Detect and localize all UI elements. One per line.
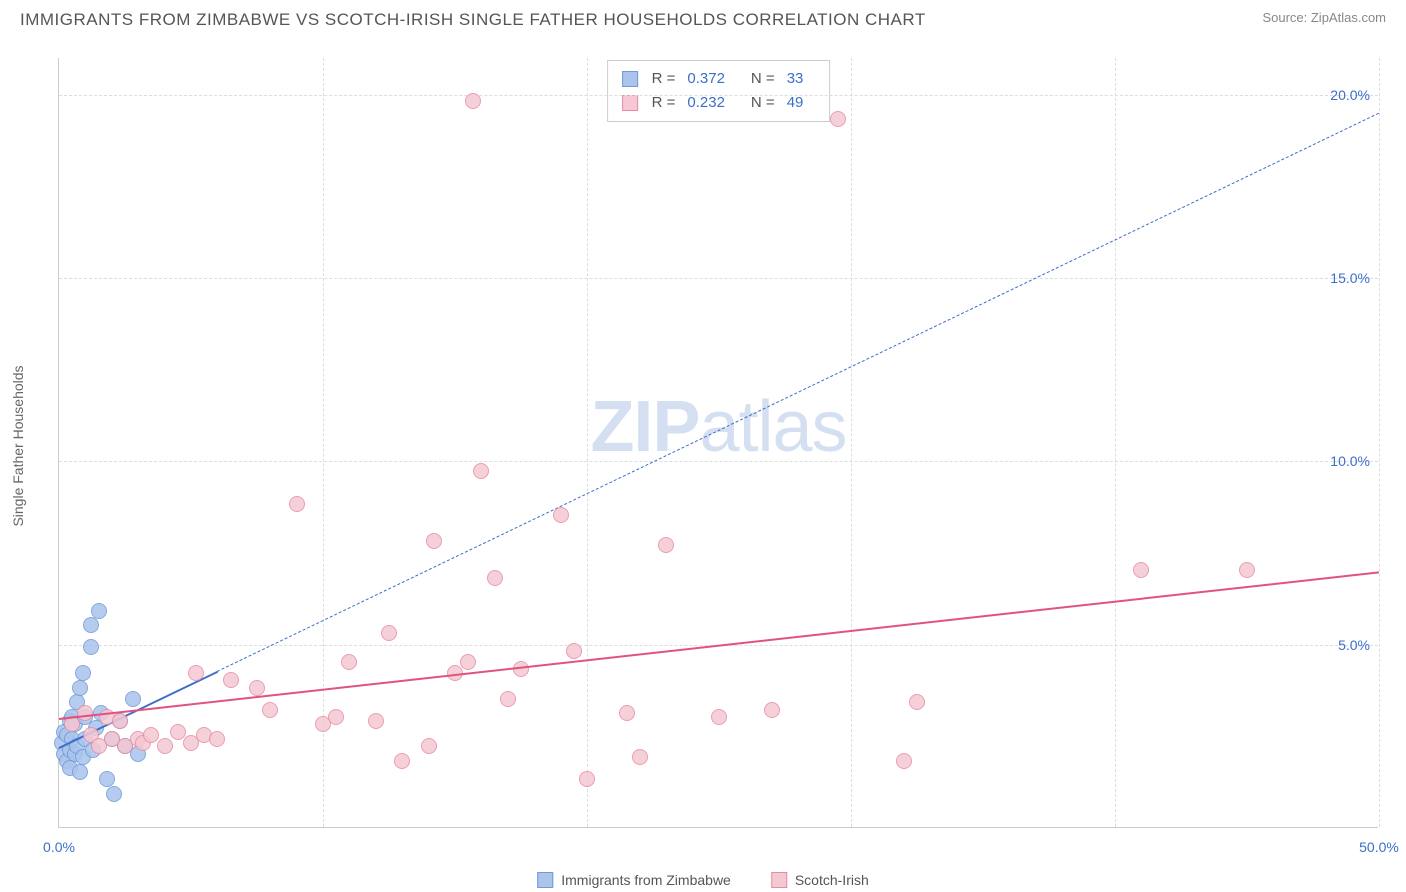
scatter-point [487,570,503,586]
gridline-vertical [323,58,324,827]
scatter-point [460,654,476,670]
stats-swatch [622,71,638,87]
scatter-point [764,702,780,718]
scatter-point [83,617,99,633]
stat-r-value: 0.372 [687,67,725,91]
trendline [59,571,1379,720]
legend-label: Immigrants from Zimbabwe [561,872,731,888]
y-tick-label: 5.0% [1338,637,1370,653]
gridline-vertical [1379,58,1380,827]
y-tick-label: 20.0% [1330,87,1370,103]
scatter-point [112,713,128,729]
scatter-point [91,603,107,619]
scatter-point [619,705,635,721]
watermark: ZIPatlas [590,386,846,468]
source-label: Source: ZipAtlas.com [1262,10,1386,25]
scatter-point [72,764,88,780]
scatter-point [289,496,305,512]
scatter-point [632,749,648,765]
x-tick-label: 50.0% [1359,839,1399,855]
gridline-vertical [587,58,588,827]
scatter-point [157,738,173,754]
stats-row: R = 0.372 N = 33 [622,67,816,91]
scatter-point [106,786,122,802]
scatter-point [1239,562,1255,578]
stat-n-label: N = [751,67,775,91]
scatter-point [465,93,481,109]
trendline [217,113,1379,672]
scatter-point [75,665,91,681]
legend-item: Scotch-Irish [771,872,869,888]
scatter-point [209,731,225,747]
y-tick-label: 15.0% [1330,270,1370,286]
scatter-point [72,680,88,696]
stats-box: R =0.372N =33R =0.232N =49 [607,60,831,122]
scatter-point [909,694,925,710]
scatter-point [830,111,846,127]
gridline-horizontal [59,278,1378,279]
scatter-point [394,753,410,769]
scatter-point [328,709,344,725]
watermark-bold: ZIP [590,387,699,467]
chart-plot-area: ZIPatlas R =0.372N =33R =0.232N =49 5.0%… [58,58,1378,828]
legend-item: Immigrants from Zimbabwe [537,872,731,888]
scatter-point [711,709,727,725]
scatter-point [658,537,674,553]
stat-n-value: 33 [787,67,804,91]
scatter-point [896,753,912,769]
y-tick-label: 10.0% [1330,453,1370,469]
legend-label: Scotch-Irish [795,872,869,888]
gridline-vertical [851,58,852,827]
gridline-horizontal [59,461,1378,462]
legend-swatch [537,872,553,888]
scatter-point [381,625,397,641]
scatter-point [83,639,99,655]
scatter-point [99,771,115,787]
legend: Immigrants from Zimbabwe Scotch-Irish [537,872,869,888]
scatter-point [341,654,357,670]
scatter-point [249,680,265,696]
scatter-point [473,463,489,479]
scatter-point [421,738,437,754]
scatter-point [513,661,529,677]
y-axis-title: Single Father Households [10,365,26,526]
scatter-point [188,665,204,681]
scatter-point [579,771,595,787]
scatter-point [223,672,239,688]
stats-swatch [622,95,638,111]
scatter-point [500,691,516,707]
x-tick-label: 0.0% [43,839,75,855]
scatter-point [426,533,442,549]
scatter-point [125,691,141,707]
legend-swatch [771,872,787,888]
scatter-point [262,702,278,718]
gridline-vertical [1115,58,1116,827]
scatter-point [553,507,569,523]
scatter-point [368,713,384,729]
scatter-point [566,643,582,659]
gridline-horizontal [59,95,1378,96]
scatter-point [1133,562,1149,578]
chart-title: IMMIGRANTS FROM ZIMBABWE VS SCOTCH-IRISH… [20,10,926,30]
stat-r-label: R = [652,67,676,91]
